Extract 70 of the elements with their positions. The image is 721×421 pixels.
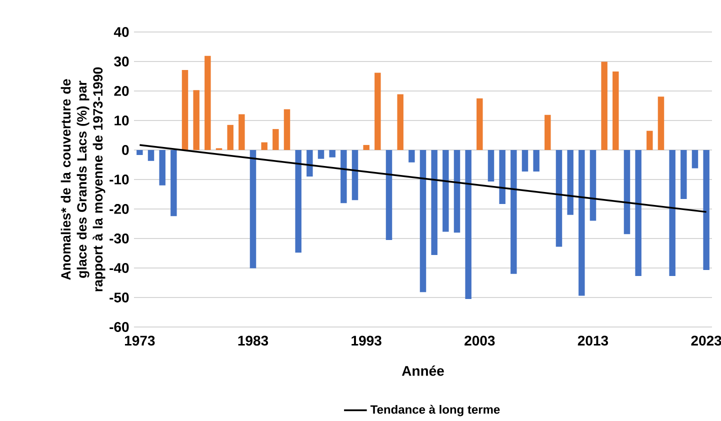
y-tick-label: -50 — [110, 292, 129, 302]
bar — [556, 150, 562, 247]
bar — [420, 150, 426, 292]
bar — [408, 150, 415, 162]
bar — [658, 96, 664, 150]
bar — [363, 144, 370, 150]
bar — [272, 129, 279, 150]
bar — [136, 150, 143, 156]
bar — [544, 114, 551, 150]
x-tick-label: 1993 — [352, 336, 382, 346]
bar — [454, 150, 460, 233]
bar — [374, 72, 381, 150]
bar — [510, 150, 517, 274]
y-tick-label: -40 — [110, 263, 129, 273]
x-tick-label: 1983 — [238, 336, 268, 346]
bar — [227, 124, 234, 150]
bar — [499, 150, 506, 204]
legend-label: Tendance à long terme — [370, 404, 500, 416]
bar — [601, 62, 608, 150]
y-tick-label: 30 — [114, 56, 129, 66]
y-tick-label: -10 — [110, 174, 129, 184]
bar — [204, 56, 211, 150]
bar — [590, 150, 596, 221]
bar — [295, 150, 302, 253]
bar — [386, 150, 392, 240]
bar — [306, 150, 313, 177]
bar — [170, 150, 177, 216]
bar — [612, 72, 619, 150]
bar — [488, 150, 494, 182]
x-axis-title: Année — [402, 365, 444, 376]
bar — [669, 150, 676, 276]
y-axis-title: Anomalies* de la couverture de glace des Grands Lacs (%) par rapport à la moyenne de 1973-1990 — [60, 67, 106, 292]
y-tick-label: -30 — [110, 234, 129, 244]
bar — [182, 70, 188, 150]
bar — [284, 109, 290, 150]
bar — [476, 98, 483, 150]
bar — [148, 150, 154, 161]
bar — [397, 94, 404, 150]
y-tick-label: 0 — [122, 145, 129, 155]
y-tick-label: 10 — [114, 116, 129, 126]
bar — [318, 150, 324, 159]
y-tick-label: 20 — [114, 86, 129, 96]
bar — [646, 130, 653, 150]
x-tick-label: 2013 — [578, 336, 608, 346]
bar — [567, 150, 574, 215]
bar — [692, 150, 698, 168]
bar — [340, 150, 347, 204]
x-tick-label: 2003 — [464, 336, 495, 346]
bar — [624, 150, 630, 234]
bar — [238, 114, 245, 150]
bar — [533, 150, 540, 172]
bar — [680, 150, 687, 199]
bar — [352, 150, 358, 200]
x-tick-label: 2023 — [691, 336, 721, 346]
bar — [193, 90, 200, 150]
bar — [261, 142, 268, 150]
bar — [329, 150, 336, 158]
bar — [159, 150, 166, 186]
y-tick-label: -20 — [110, 204, 129, 214]
x-tick-label: 1973 — [124, 336, 155, 346]
y-tick-label: 40 — [114, 27, 129, 37]
bar — [465, 150, 472, 299]
bar — [522, 150, 528, 172]
bar — [703, 150, 710, 270]
y-tick-label: -60 — [110, 322, 129, 332]
bar — [578, 150, 585, 296]
bar — [635, 150, 642, 276]
bar — [250, 150, 256, 268]
bar — [442, 150, 449, 232]
bar — [431, 150, 438, 256]
